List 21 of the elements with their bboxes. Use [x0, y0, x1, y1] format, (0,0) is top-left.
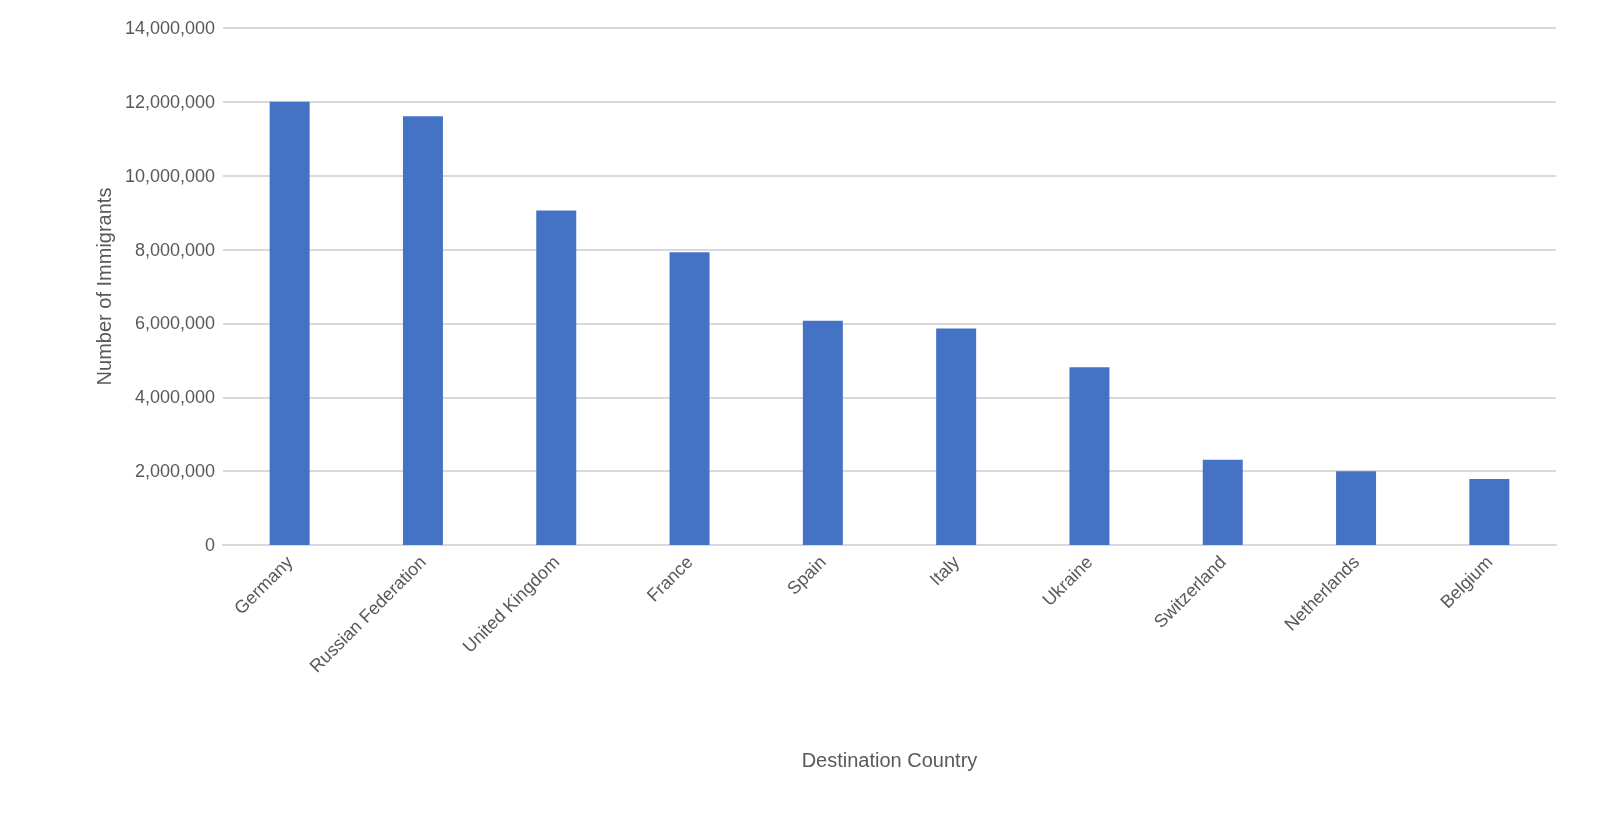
y-tick-label: 10,000,000 [124, 165, 215, 186]
bar [669, 252, 710, 545]
x-tick-label: Italy [925, 551, 964, 590]
y-axis-title: Number of Immigrants [93, 187, 116, 386]
bar [402, 116, 443, 545]
bar [1469, 478, 1510, 545]
bar [936, 328, 977, 545]
y-tick-label: 8,000,000 [134, 239, 215, 260]
bar [1336, 471, 1377, 545]
y-tick-label: 0 [204, 535, 215, 555]
y-tick-label: 6,000,000 [134, 313, 215, 334]
bar [1069, 367, 1110, 545]
bar [536, 210, 577, 545]
y-tick-label: 2,000,000 [134, 461, 215, 482]
bar [1202, 459, 1243, 545]
y-tick-label: 4,000,000 [134, 387, 215, 408]
bar [269, 101, 310, 545]
bar [802, 320, 843, 545]
y-tick-label: 14,000,000 [124, 18, 215, 38]
x-axis-title: Destination Country [801, 749, 978, 771]
y-tick-label: 12,000,000 [124, 91, 215, 112]
